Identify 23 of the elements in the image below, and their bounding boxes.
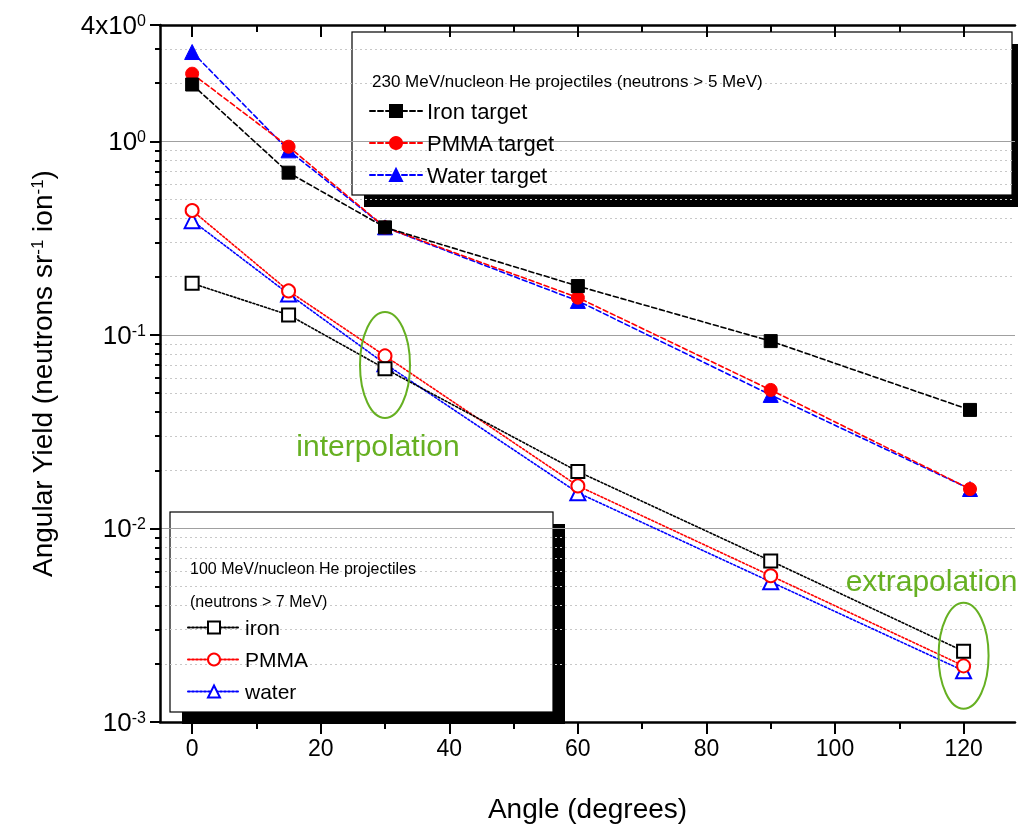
legend-label: PMMA	[245, 648, 308, 671]
x-tick-label: 0	[185, 734, 199, 761]
y-tick-label: 4x10$^{0}$	[80, 10, 147, 40]
legend-title: 230 MeV/nucleon He projectiles (neutrons > 5 MeV)	[372, 71, 763, 91]
x-axis-title: Angle (degrees)	[487, 792, 688, 824]
legend-label: water	[244, 680, 297, 703]
x-tick-label: 40	[436, 734, 463, 761]
legend-label: Iron target	[427, 98, 528, 124]
annotation: 100 MeV/nucleon He projectiles (neutrons > 7 MeV)	[190, 560, 416, 610]
y-tick-label: 10$^{-2}$	[102, 513, 147, 544]
annotation: extrapolation	[845, 564, 1018, 598]
x-tick-label: 60	[565, 734, 591, 761]
legend-label: iron	[245, 616, 281, 639]
y-tick-label: 10$^{-3}$	[102, 707, 147, 737]
legend-label: Water target	[427, 162, 548, 188]
x-tick-label: 20	[307, 734, 334, 761]
y-tick-label: 10$^{-1}$	[102, 320, 147, 350]
x-tick-label: 80	[693, 734, 720, 761]
x-tick-label: 120	[944, 734, 983, 761]
annotation: interpolation	[296, 429, 460, 463]
legend-label: PMMA target	[427, 130, 555, 156]
y-tick-label: 10$^{0}$	[108, 126, 147, 157]
x-tick-label: 100	[815, 734, 855, 761]
